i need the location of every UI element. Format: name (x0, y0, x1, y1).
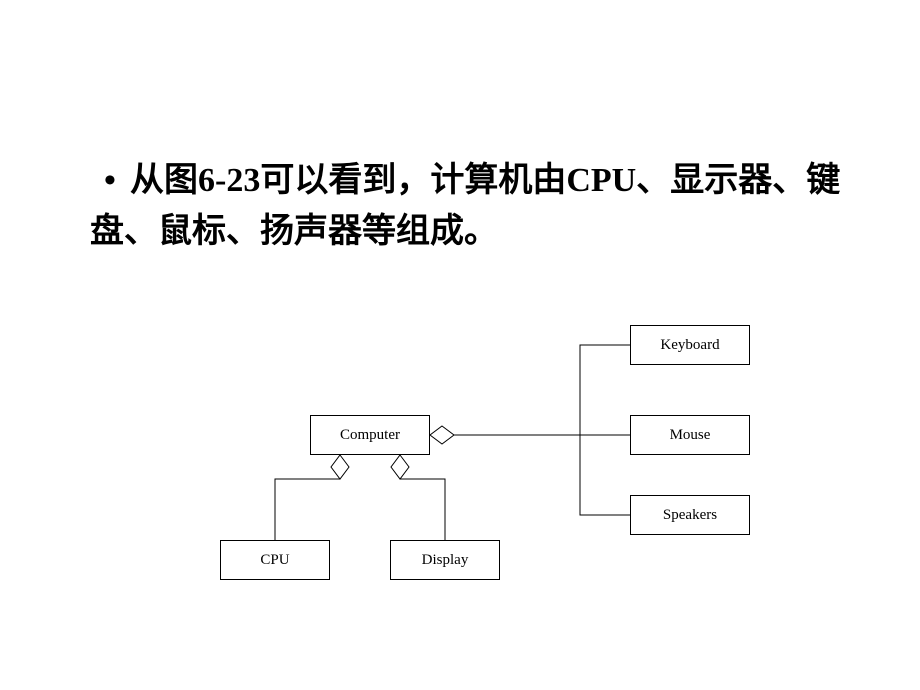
aggregation-diamond (430, 426, 454, 444)
edge (275, 455, 340, 540)
slide-paragraph: •从图6-23可以看到，计算机由CPU、显示器、键盘、鼠标、扬声器等组成。 (90, 155, 850, 257)
node-computer: Computer (310, 415, 430, 455)
node-label: Mouse (670, 427, 711, 444)
node-cpu: CPU (220, 540, 330, 580)
edge (430, 345, 630, 435)
node-keyboard: Keyboard (630, 325, 750, 365)
bullet-dot: • (90, 155, 130, 206)
node-label: Speakers (663, 507, 717, 524)
uml-diagram: Computer CPU Display Keyboard Mouse Spea… (140, 300, 820, 600)
node-label: Keyboard (660, 337, 719, 354)
edge (454, 435, 630, 515)
aggregation-diamond (391, 455, 409, 479)
node-label: CPU (260, 552, 289, 569)
node-speakers: Speakers (630, 495, 750, 535)
node-mouse: Mouse (630, 415, 750, 455)
aggregation-diamond (331, 455, 349, 479)
node-display: Display (390, 540, 500, 580)
node-label: Display (422, 552, 469, 569)
paragraph-text: 从图6-23可以看到，计算机由CPU、显示器、键盘、鼠标、扬声器等组成。 (90, 162, 840, 250)
node-label: Computer (340, 427, 400, 444)
